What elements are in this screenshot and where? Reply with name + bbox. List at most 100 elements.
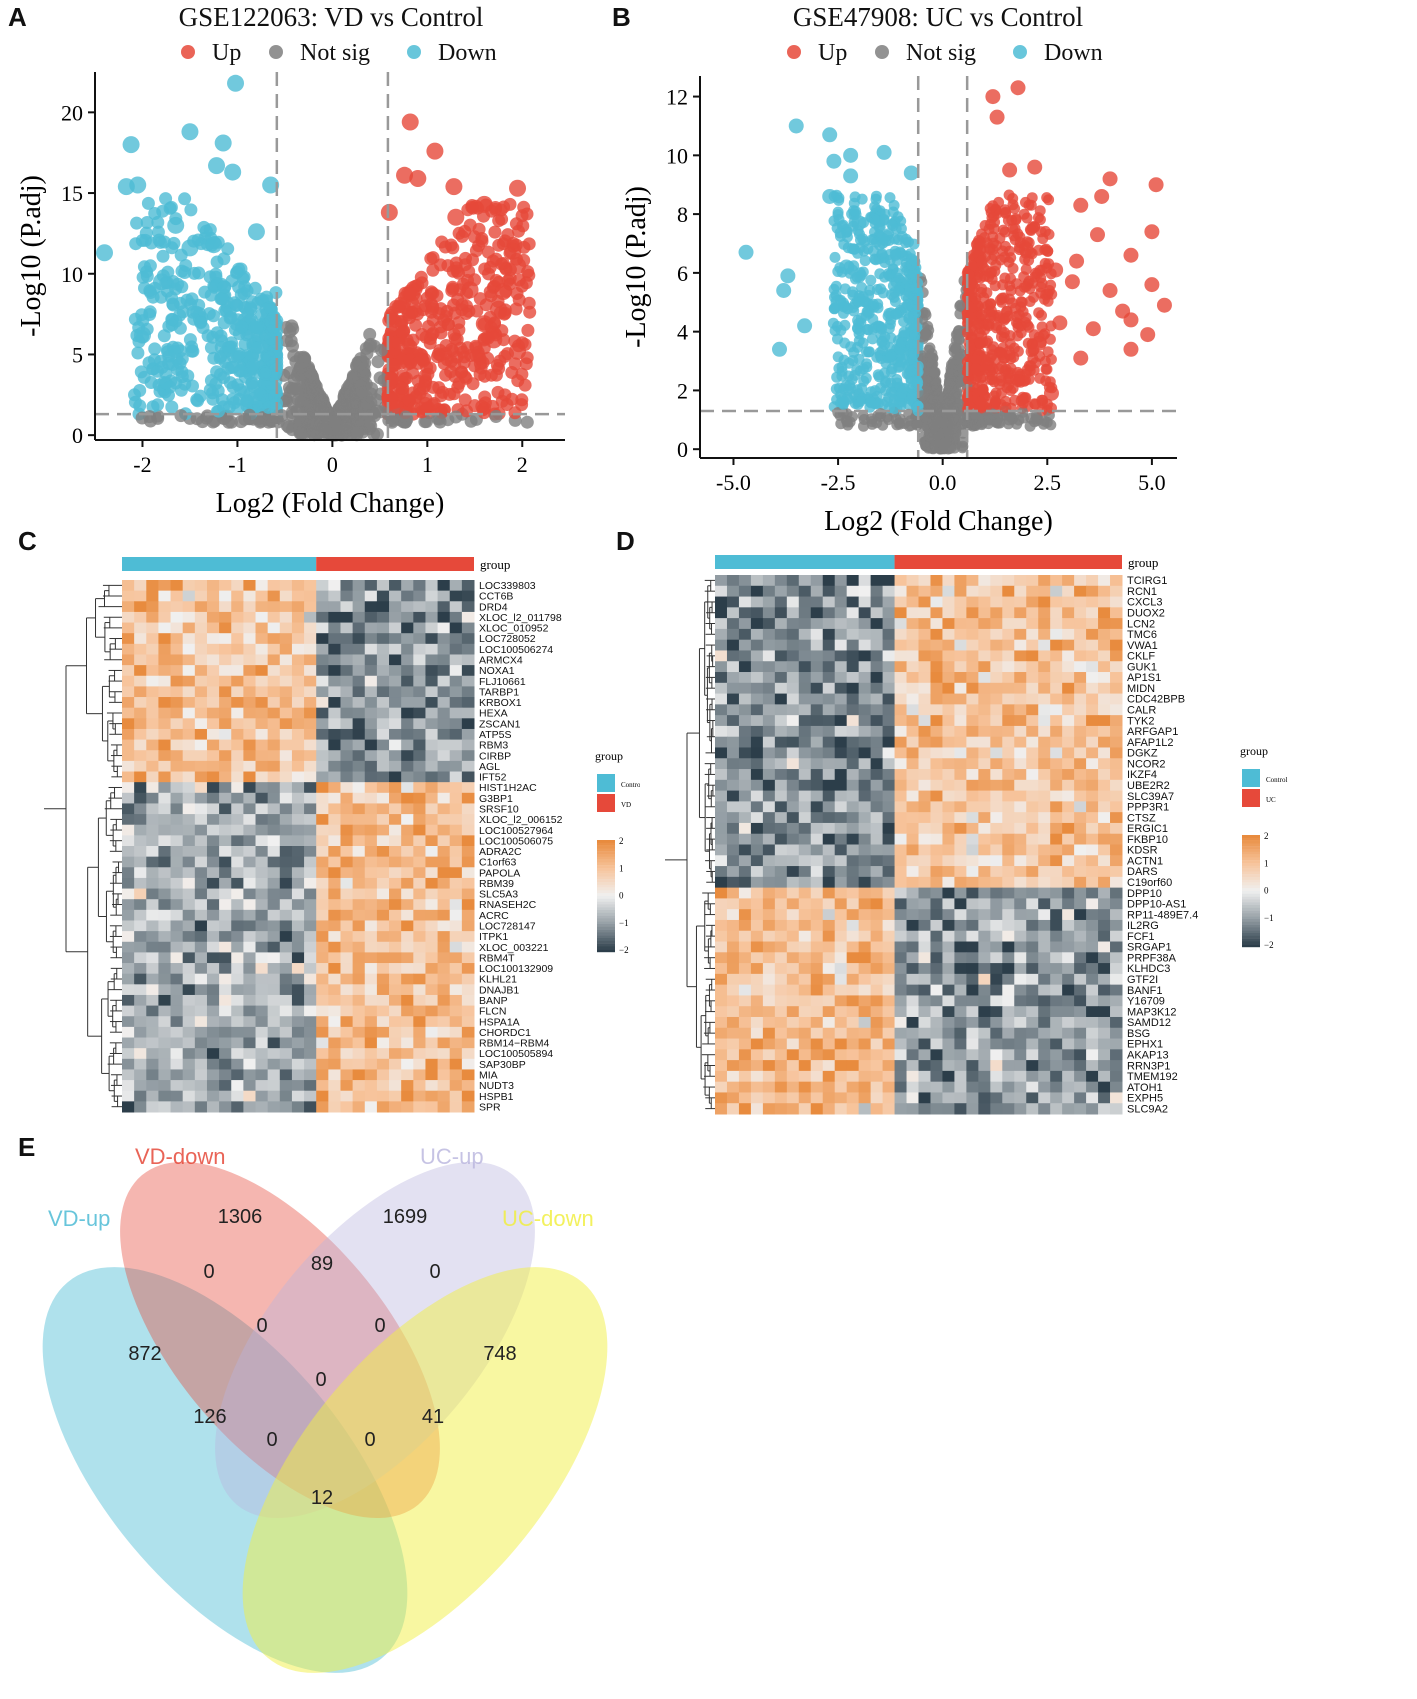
heatmap-cell	[267, 697, 281, 709]
heatmap-cell	[364, 814, 378, 826]
heatmap-cell	[316, 1048, 329, 1060]
heatmap-cell	[158, 803, 172, 815]
heatmap-cell	[364, 686, 378, 698]
heatmap-cell	[194, 728, 208, 741]
scatter-point	[738, 244, 754, 260]
heatmap-cell	[206, 835, 220, 847]
heatmap-cell	[376, 1080, 390, 1092]
heatmap-cell	[170, 643, 184, 655]
scatter-point	[214, 134, 232, 152]
heatmap-cell	[194, 1048, 208, 1060]
heatmap-cell	[413, 973, 426, 985]
heatmap-cell	[376, 675, 390, 687]
heatmap-cell	[170, 856, 184, 868]
scatter-point	[222, 415, 236, 429]
heatmap-cell	[158, 665, 172, 677]
heatmap-cell	[413, 590, 426, 602]
heatmap-cell	[389, 824, 402, 836]
heatmap-cell	[146, 590, 159, 602]
heatmap-cell	[122, 611, 135, 624]
scatter-point	[1024, 296, 1036, 307]
heatmap-cell	[449, 707, 463, 719]
heatmap-cell	[449, 824, 463, 836]
gene-label: LOC100505894	[479, 1048, 553, 1060]
heatmap-cell	[170, 686, 184, 698]
heatmap-cell	[449, 909, 463, 921]
heatmap-cell	[437, 643, 451, 655]
heatmap-cell	[340, 750, 354, 762]
heatmap-cell	[267, 611, 281, 624]
heatmap-cell	[437, 941, 451, 953]
heatmap-cell	[364, 1048, 378, 1060]
heatmap-cell	[122, 622, 135, 634]
gene-label: ARMCX4	[479, 655, 523, 667]
scatter-point	[297, 355, 311, 369]
gene-label: DNAJB1	[479, 984, 519, 996]
heatmap-cell	[194, 856, 208, 868]
heatmap-cell	[364, 973, 378, 985]
scatter-point	[133, 326, 151, 344]
heatmap-cell	[170, 941, 184, 953]
heatmap-cell	[449, 1016, 463, 1028]
heatmap-cell	[425, 994, 439, 1007]
scatter-point	[335, 399, 349, 413]
heatmap-cell	[413, 846, 426, 858]
heatmap-cell	[352, 654, 366, 666]
heatmap-cell	[134, 590, 147, 602]
scatter-point	[244, 301, 257, 315]
scatter-point	[873, 371, 885, 383]
heatmap-cell	[279, 1037, 293, 1049]
heatmap-cell	[401, 1058, 414, 1070]
heatmap-cell	[304, 707, 317, 719]
heatmap-cell	[340, 973, 354, 985]
heatmap-cell	[231, 728, 244, 741]
heatmap-cell	[389, 941, 402, 953]
heatmap-cell	[364, 580, 378, 592]
scatter-point	[780, 268, 796, 284]
scatter-point	[152, 233, 166, 247]
scatter-point	[508, 406, 522, 420]
heatmap-cell	[449, 665, 463, 677]
heatmap-cell	[328, 931, 341, 943]
heatmap-cell	[413, 984, 426, 996]
heatmap-cell	[437, 760, 451, 773]
heatmap-cell	[267, 963, 281, 975]
heatmap-cell	[231, 1048, 244, 1060]
heatmap-cell	[134, 686, 147, 698]
legend-swatch	[269, 45, 283, 59]
heatmap-cell	[158, 739, 172, 751]
scatter-point	[851, 215, 867, 231]
heatmap-cell	[194, 941, 208, 953]
scatter-point	[490, 358, 504, 372]
heatmap-cell	[146, 782, 159, 794]
heatmap-cell	[340, 877, 354, 890]
heatmap-cell	[158, 984, 172, 996]
scatter-point	[181, 123, 199, 141]
scatter-point	[494, 283, 512, 301]
heatmap-cell	[182, 803, 196, 815]
heatmap-cell	[194, 643, 208, 655]
heatmap-cell	[231, 1101, 244, 1113]
scatter-point	[280, 394, 293, 408]
heatmap-cell	[231, 1058, 244, 1070]
heatmap-cell	[231, 601, 244, 613]
heatmap-cell	[134, 973, 147, 985]
heatmap-cell	[170, 739, 184, 751]
heatmap-cell	[170, 867, 184, 879]
scatter-point	[483, 285, 497, 299]
scatter-point	[1012, 376, 1024, 388]
heatmap-cell	[328, 601, 341, 613]
heatmap-cell	[328, 984, 341, 996]
heatmap-cell	[146, 1069, 159, 1081]
heatmap-cell	[146, 803, 159, 815]
scatter-point	[354, 386, 368, 400]
heatmap-cell	[170, 931, 184, 943]
heatmap-cell	[376, 824, 390, 836]
heatmap-cell	[158, 707, 172, 719]
heatmap-cell	[231, 792, 244, 804]
scatter-point	[776, 283, 792, 299]
heatmap-cell	[304, 1026, 317, 1039]
heatmap-cell	[449, 814, 463, 826]
scatter-point	[176, 305, 190, 319]
heatmap-cell	[182, 920, 196, 932]
